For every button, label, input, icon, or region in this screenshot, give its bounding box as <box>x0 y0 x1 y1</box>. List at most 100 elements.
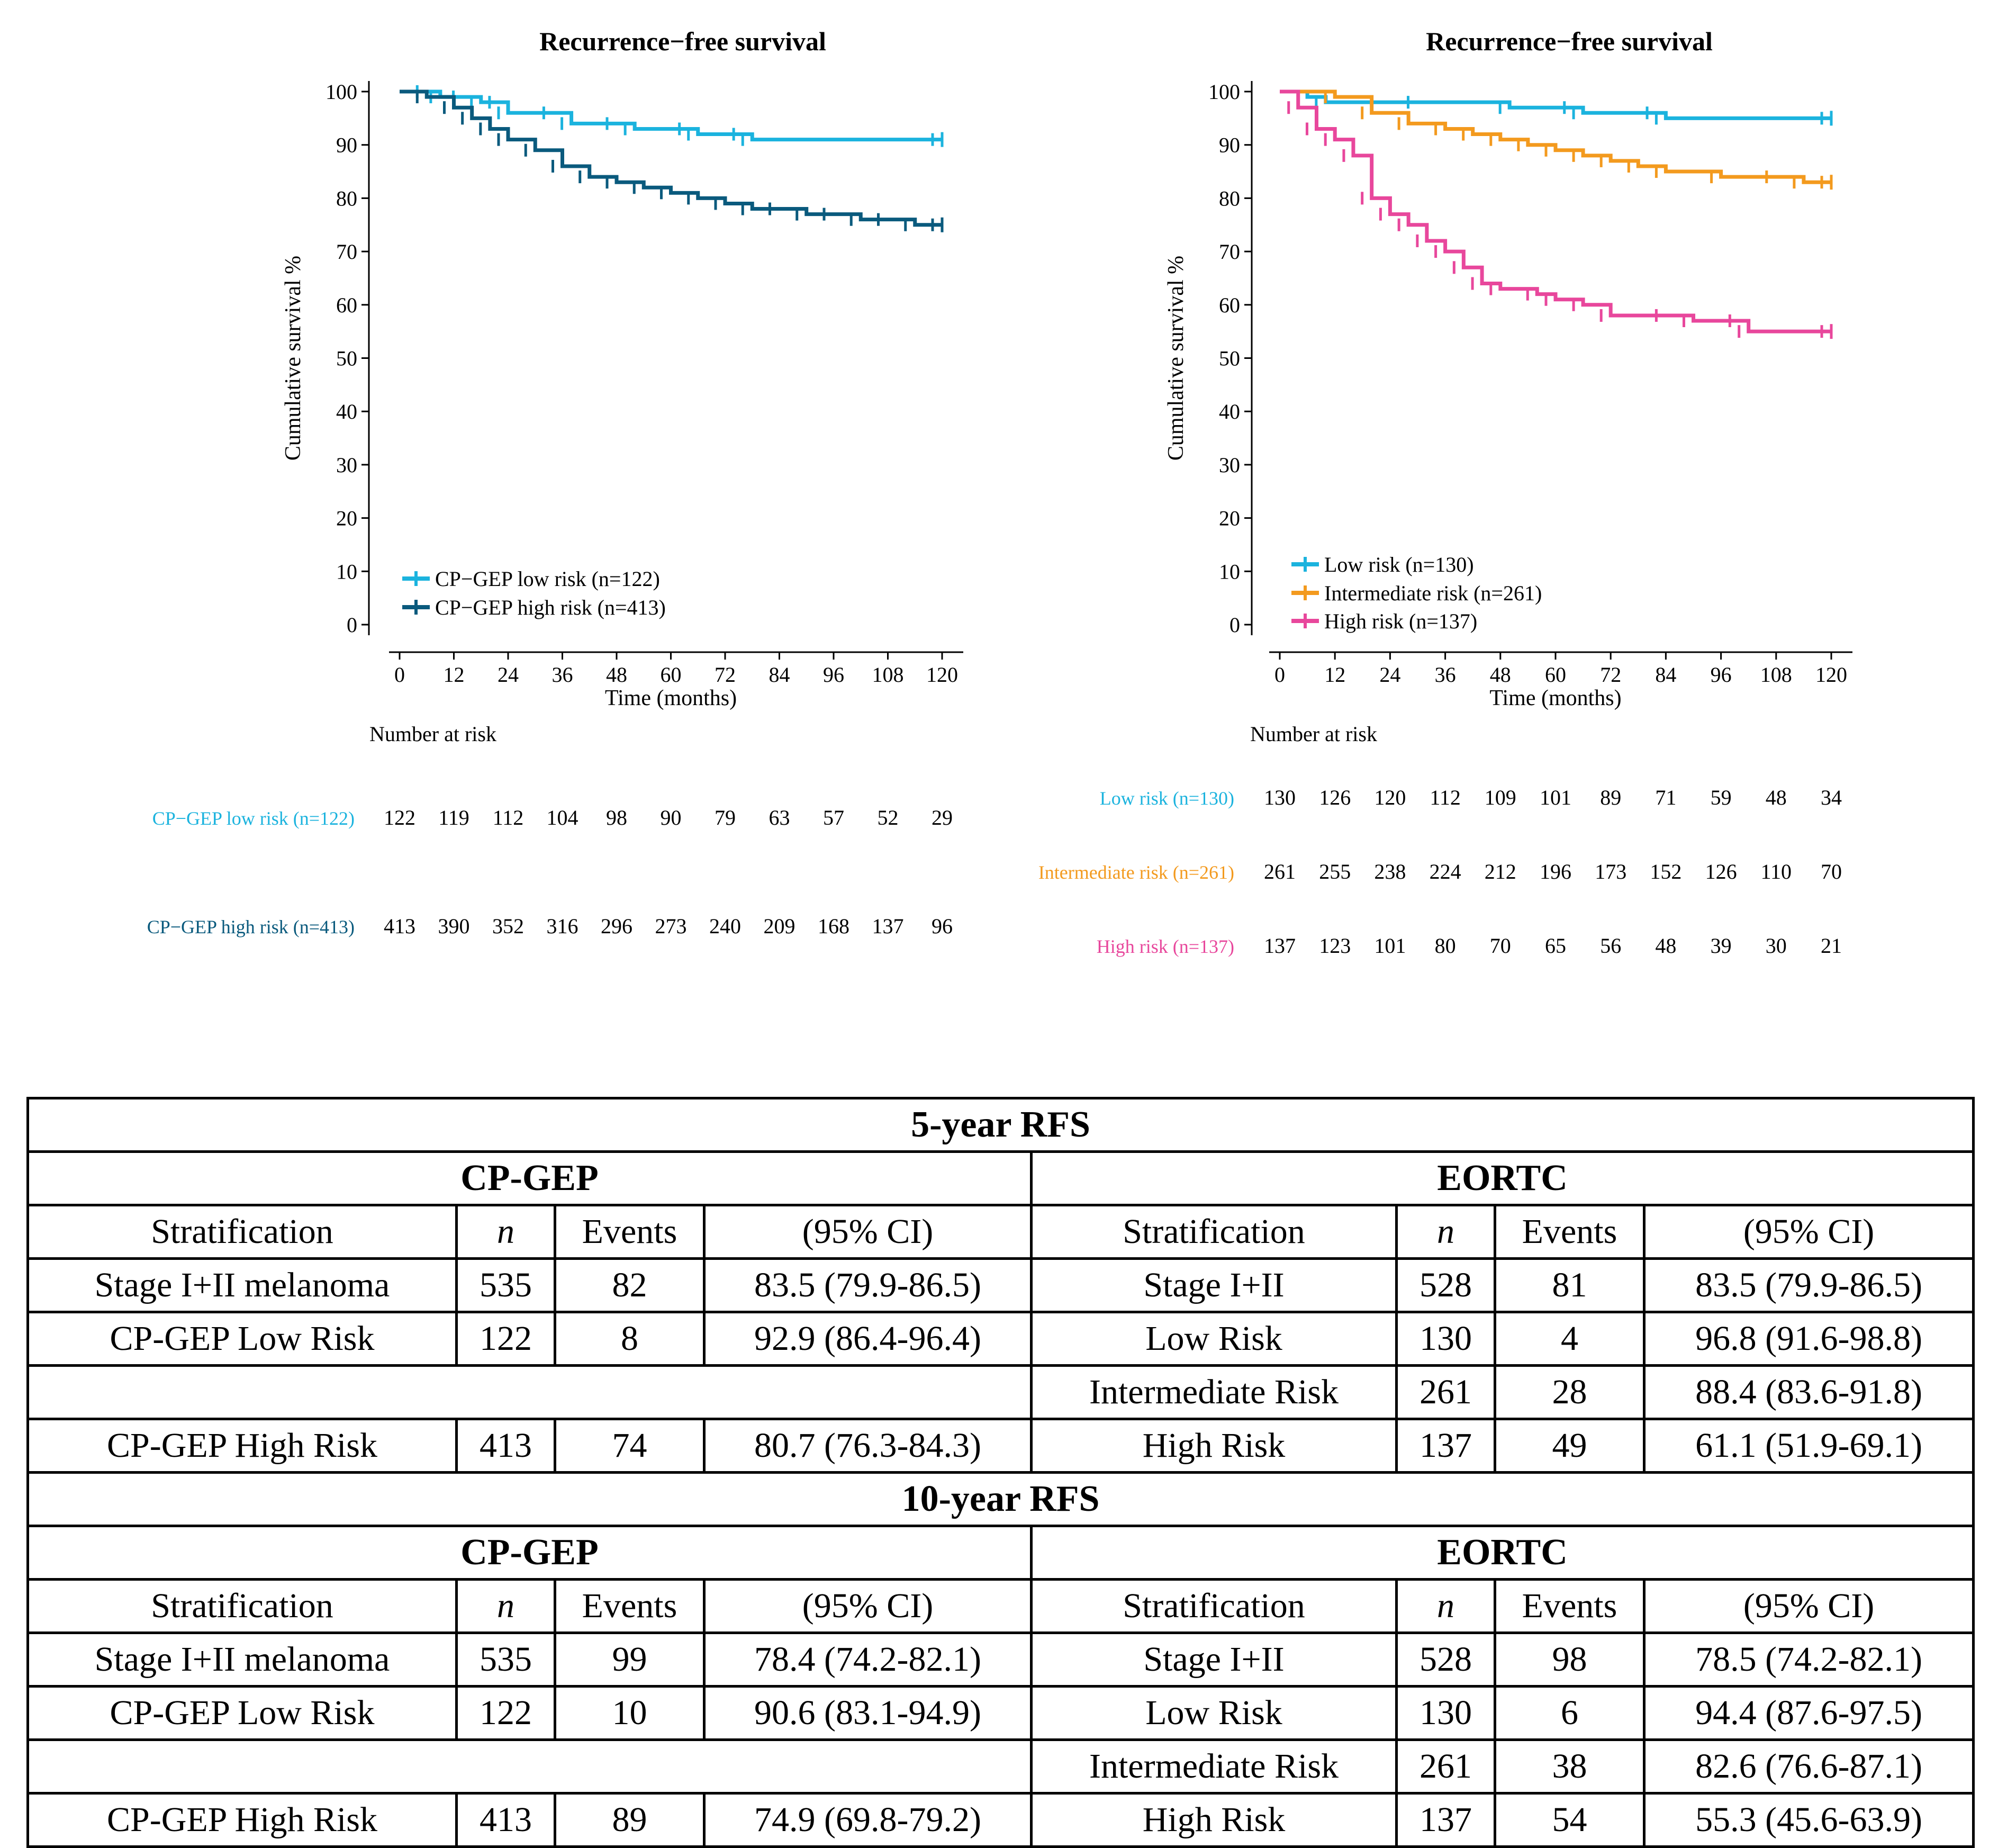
risk-count: 173 <box>1595 860 1626 884</box>
eortc-events: 28 <box>1494 1364 1646 1420</box>
y-tick-label: 60 <box>1219 293 1240 317</box>
col-header-n: n <box>455 1578 556 1634</box>
cpgep-stratification: Stage I+II melanoma <box>26 1631 458 1688</box>
x-tick-label: 48 <box>606 663 627 687</box>
cpgep-events: 74 <box>554 1418 706 1474</box>
col-header-events: Events <box>1494 1204 1646 1260</box>
risk-count: 39 <box>1711 934 1732 958</box>
eortc-header: EORTC <box>1029 1150 1975 1206</box>
empty-cell <box>26 1738 1033 1795</box>
ten-year-title: 10-year RFS <box>26 1471 1975 1527</box>
cpgep-n: 535 <box>455 1631 556 1688</box>
chart-title: Recurrence−free survival <box>539 26 826 56</box>
ten-year-data-row: Intermediate Risk 261 38 82.6 (76.6-87.1) <box>26 1738 1975 1795</box>
eortc-ci: 88.4 (83.6-91.8) <box>1642 1364 1975 1420</box>
risk-count: 57 <box>823 806 844 830</box>
eortc-stratification: Intermediate Risk <box>1030 1738 1398 1795</box>
series-line-1 <box>1280 89 1831 120</box>
col-header-stratification: Stratification <box>1030 1204 1398 1260</box>
y-tick-label: 80 <box>336 186 357 210</box>
x-axis-label: Time (months) <box>1489 686 1621 710</box>
cpgep-events: 10 <box>554 1685 706 1741</box>
risk-count: 413 <box>384 914 415 938</box>
risk-count: 224 <box>1430 860 1461 884</box>
x-tick-label: 60 <box>1545 663 1566 687</box>
y-tick-label: 100 <box>1208 80 1240 104</box>
eortc-header: EORTC <box>1029 1525 1975 1581</box>
col-header-events: Events <box>554 1578 706 1634</box>
cpgep-header: CP-GEP <box>26 1525 1033 1581</box>
eortc-stratification: High Risk <box>1030 1792 1398 1848</box>
ten-year-title-row: 10-year RFS <box>26 1471 1975 1527</box>
chart-1: Recurrence−free survival 0 10 20 30 40 50 60 70 8… <box>147 26 963 938</box>
risk-count: 80 <box>1435 934 1456 958</box>
y-tick-label: 20 <box>1219 507 1240 530</box>
x-tick-label: 60 <box>661 663 682 687</box>
five-year-title: 5-year RFS <box>26 1097 1975 1153</box>
risk-count: 168 <box>818 914 849 938</box>
col-header-n: n <box>1395 1204 1496 1260</box>
risk-count: 152 <box>1650 860 1681 884</box>
risk-count: 126 <box>1705 860 1737 884</box>
eortc-stratification: Low Risk <box>1030 1311 1398 1367</box>
x-tick-label: 120 <box>1815 663 1847 687</box>
x-tick-label: 24 <box>1379 663 1400 687</box>
cpgep-stratification: CP-GEP High Risk <box>26 1792 458 1848</box>
risk-row-label: CP−GEP low risk (n=122) <box>152 808 355 829</box>
risk-count: 196 <box>1540 860 1571 884</box>
col-header-n: n <box>1395 1578 1496 1634</box>
x-tick-label: 96 <box>1711 663 1732 687</box>
risk-count: 122 <box>384 806 415 830</box>
eortc-n: 528 <box>1395 1257 1496 1313</box>
cpgep-events: 99 <box>554 1631 706 1688</box>
risk-count: 316 <box>547 914 578 938</box>
cpgep-n: 122 <box>455 1311 556 1367</box>
x-tick-label: 0 <box>394 663 405 687</box>
risk-count: 90 <box>661 806 682 830</box>
chart-2: Recurrence−free survival 0 10 20 30 40 50 60 70 8… <box>1038 26 1852 958</box>
x-tick-label: 120 <box>926 663 958 687</box>
five-year-data-row: Intermediate Risk 261 28 88.4 (83.6-91.8) <box>26 1364 1975 1420</box>
cpgep-ci: 83.5 (79.9-86.5) <box>703 1257 1033 1313</box>
risk-count: 212 <box>1485 860 1516 884</box>
risk-count: 65 <box>1545 934 1566 958</box>
risk-table-title: Number at risk <box>1250 722 1377 746</box>
eortc-ci: 78.5 (74.2-82.1) <box>1642 1631 1975 1688</box>
eortc-ci: 96.8 (91.6-98.8) <box>1642 1311 1975 1367</box>
cpgep-n: 122 <box>455 1685 556 1741</box>
risk-count: 63 <box>769 806 790 830</box>
risk-count: 255 <box>1319 860 1351 884</box>
x-tick-label: 72 <box>1600 663 1621 687</box>
cpgep-n: 535 <box>455 1257 556 1313</box>
col-header-ci: (95% CI) <box>1642 1578 1975 1634</box>
risk-count: 273 <box>655 914 687 938</box>
risk-count: 120 <box>1374 786 1406 809</box>
risk-row-label: CP−GEP high risk (n=413) <box>147 916 355 937</box>
risk-count: 110 <box>1761 860 1792 884</box>
risk-count: 70 <box>1821 860 1842 884</box>
x-tick-label: 36 <box>1435 663 1456 687</box>
risk-count: 390 <box>438 914 470 938</box>
col-header-ci: (95% CI) <box>703 1578 1033 1634</box>
eortc-n: 528 <box>1395 1631 1496 1688</box>
eortc-events: 6 <box>1494 1685 1646 1741</box>
eortc-stratification: Intermediate Risk <box>1030 1364 1398 1420</box>
five-year-data-row: CP-GEP High Risk 413 74 80.7 (76.3-84.3) Hig… <box>26 1418 1975 1474</box>
x-tick-label: 108 <box>872 663 904 687</box>
eortc-stratification: High Risk <box>1030 1418 1398 1474</box>
x-tick-label: 12 <box>444 663 465 687</box>
x-tick-label: 84 <box>1655 663 1676 687</box>
x-axis-label: Time (months) <box>605 686 737 710</box>
series-line-2 <box>400 89 942 227</box>
cpgep-events: 82 <box>554 1257 706 1313</box>
risk-count: 352 <box>492 914 524 938</box>
risk-count: 70 <box>1490 934 1511 958</box>
risk-count: 34 <box>1821 786 1842 809</box>
risk-count: 137 <box>1264 934 1296 958</box>
eortc-stratification: Stage I+II <box>1030 1631 1398 1688</box>
cpgep-header: CP-GEP <box>26 1150 1033 1206</box>
risk-count: 98 <box>606 806 627 830</box>
y-tick-label: 70 <box>1219 240 1240 264</box>
chart-title: Recurrence−free survival <box>1426 26 1713 56</box>
risk-count: 59 <box>1711 786 1732 809</box>
